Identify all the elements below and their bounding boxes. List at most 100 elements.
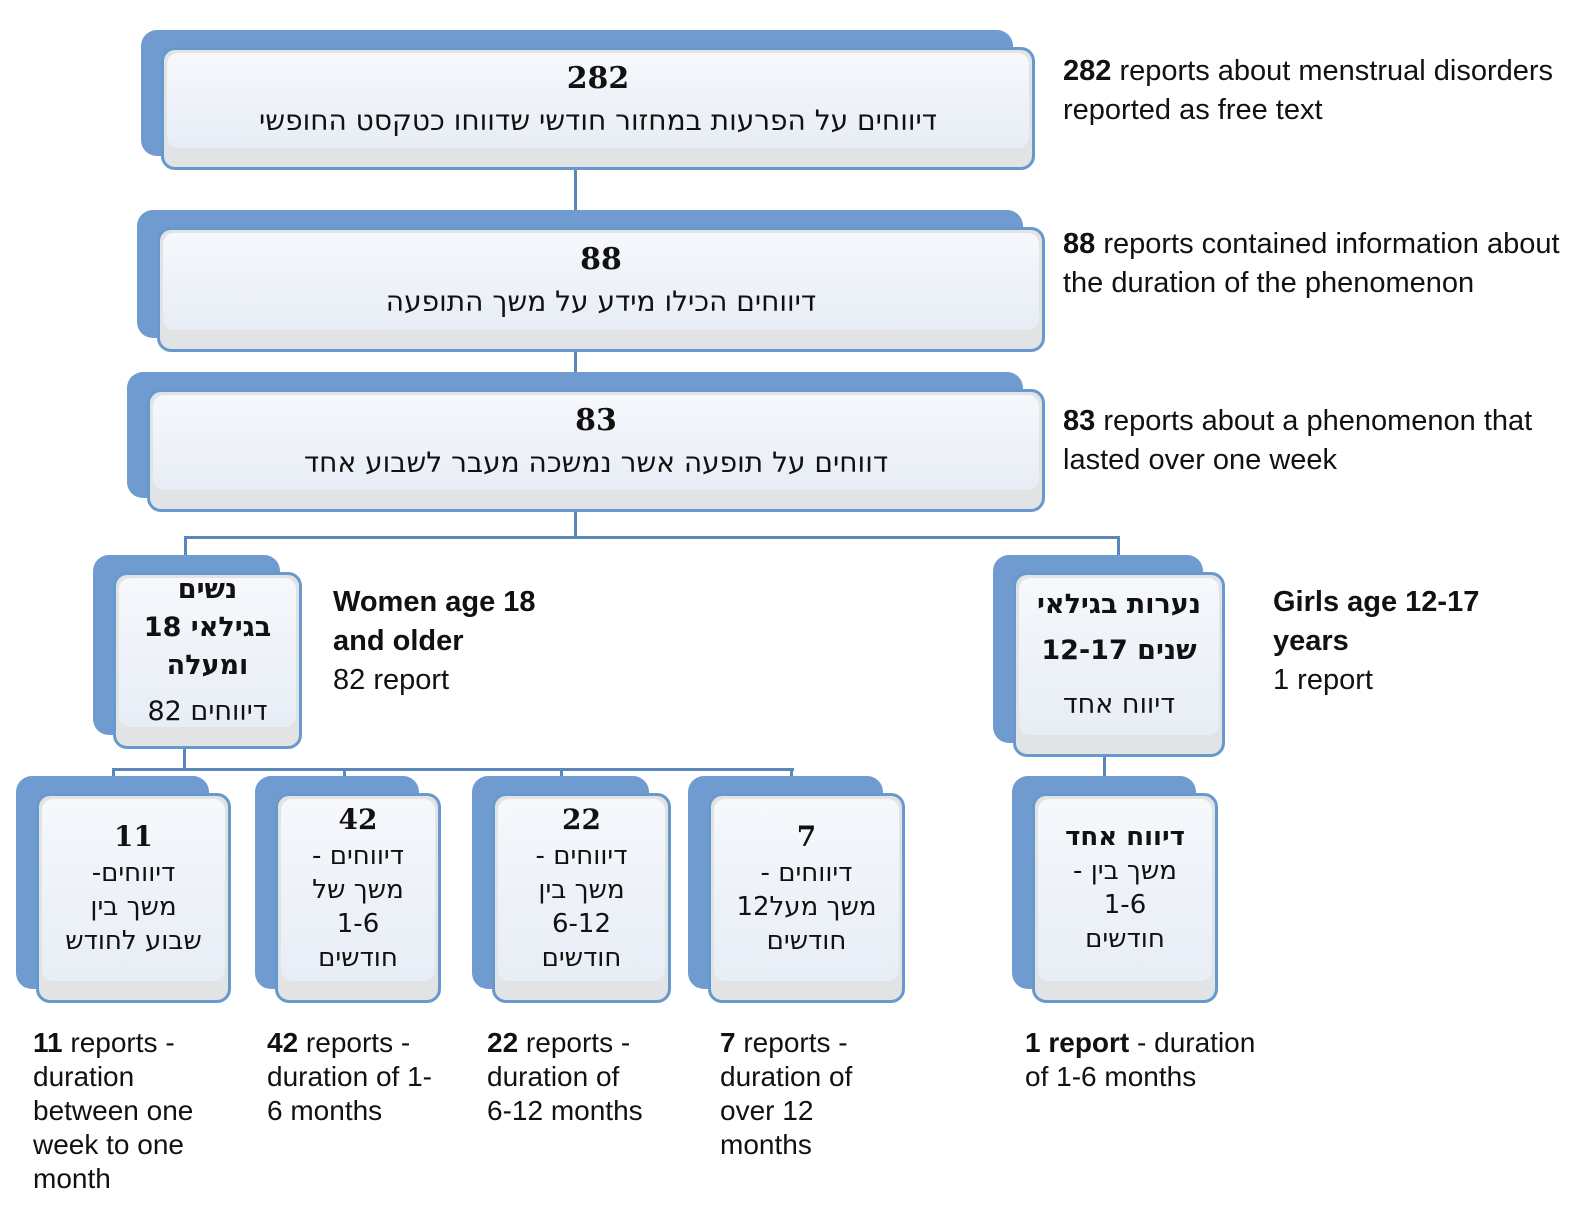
node-face — [36, 793, 231, 1003]
node-inner-panel — [281, 799, 435, 981]
connector-branch-horizontal — [184, 536, 1120, 539]
label-11-number: 11 — [33, 1027, 63, 1058]
node-line: 282 — [566, 60, 630, 96]
node-line: משך של — [312, 875, 404, 905]
annotation-282: 282 reports about menstrual disorders re… — [1063, 52, 1563, 130]
label-1-report: 1 report - duration of 1-6 months — [1025, 1026, 1260, 1094]
node-7-reports: 7 דיווחים - משך מעל12 חודשים — [688, 776, 905, 1003]
connector-282-88 — [574, 166, 577, 214]
node-line: 12-17 שנים — [1041, 634, 1197, 666]
node-line: דיווחים על הפרעות במחזור חודשי שדווחו כט… — [258, 103, 937, 137]
label-7-text: reports - duration of over 12 months — [720, 1027, 853, 1160]
annotation-girls-count: 1 report — [1273, 664, 1373, 696]
node-face — [147, 389, 1045, 512]
node-line: 6-12 — [551, 909, 611, 939]
node-line: דיווחים הכילו מידע על משך התופעה — [385, 284, 817, 318]
node-line: 88 — [580, 241, 622, 277]
node-line: דיווח אחד — [1065, 822, 1185, 852]
node-42-reports: 42 דיווחים - משך של 1-6 חודשים — [255, 776, 441, 1003]
node-line: 1-6 — [1103, 890, 1147, 920]
connector-83-branch — [574, 508, 577, 539]
annotation-282-number: 282 — [1063, 55, 1112, 87]
label-1-number: 1 report — [1025, 1027, 1130, 1058]
connector-girls-down — [1103, 751, 1106, 789]
node-inner-panel — [714, 799, 899, 981]
node-line: דיווחים - — [535, 841, 628, 871]
node-line: חודשים — [1085, 924, 1165, 954]
annotation-women: Women age 18 and older 82 report — [333, 583, 573, 700]
label-11-text: reports - duration between one week to o… — [33, 1027, 194, 1194]
node-inner-panel — [1019, 578, 1219, 735]
node-face — [1013, 572, 1225, 757]
node-face — [275, 793, 441, 1003]
node-11-reports: 11 דיווחים- משך בין שבוע לחודש — [16, 776, 231, 1003]
node-inner-panel — [119, 578, 296, 727]
node-line: משך בין — [538, 875, 625, 905]
node-face — [161, 47, 1035, 170]
node-women-18-plus: נשים בגילאי 18 ומעלה 82 דיווחים — [93, 555, 302, 749]
connector-bottom-horizontal — [112, 768, 794, 771]
node-women-text: נשים בגילאי 18 ומעלה 82 דיווחים — [113, 572, 302, 729]
node-line: משך בין — [90, 892, 177, 922]
node-83-reports: 83 דווחים על תופעה אשר נמשכה מעבר לשבוע א… — [127, 372, 1045, 512]
node-face — [157, 227, 1045, 352]
label-11-reports: 11 reports - duration between one week t… — [33, 1026, 213, 1196]
node-line: דיווחים - — [760, 858, 853, 888]
node-line: בגילאי 18 — [143, 611, 272, 643]
annotation-girls-title: Girls age 12-17 years — [1273, 586, 1480, 657]
label-1-text: - duration of 1-6 months — [1025, 1027, 1256, 1092]
node-88-reports: 88 דיווחים הכילו מידע על משך התופעה — [137, 210, 1045, 352]
node-line: 7 — [796, 820, 817, 853]
node-1-text: דיווח אחד - משך בין 1-6 חודשים — [1032, 793, 1218, 983]
node-inner-panel — [153, 395, 1039, 490]
node-line: משך מעל12 — [736, 892, 877, 922]
label-22-number: 22 — [487, 1027, 519, 1058]
node-22-reports: 22 דיווחים - משך בין 6-12 חודשים — [472, 776, 671, 1003]
node-line: 83 — [575, 402, 617, 438]
node-line: נערות בגילאי — [1036, 588, 1201, 620]
connector-88-83 — [574, 348, 577, 376]
node-11-text: 11 דיווחים- משך בין שבוע לחודש — [36, 793, 231, 983]
node-girls-12-17: נערות בגילאי 12-17 שנים דיווח אחד — [993, 555, 1225, 757]
node-line: חודשים — [541, 943, 622, 973]
node-42-text: 42 דיווחים - משך של 1-6 חודשים — [275, 793, 441, 983]
node-inner-panel — [42, 799, 225, 981]
node-face — [1032, 793, 1218, 1003]
node-22-text: 22 דיווחים - משך בין 6-12 חודשים — [492, 793, 671, 983]
node-girls-text: נערות בגילאי 12-17 שנים דיווח אחד — [1013, 572, 1225, 737]
node-88-text: 88 דיווחים הכילו מידע על משך התופעה — [157, 227, 1045, 332]
node-282-reports: 282 דיווחים על הפרעות במחזור חודשי שדווחו… — [141, 30, 1035, 170]
annotation-282-text: reports about menstrual disorders report… — [1063, 55, 1554, 126]
node-line: ומעלה — [166, 649, 249, 681]
node-line: שבוע לחודש — [65, 926, 202, 956]
node-line: דיווח אחד — [1062, 688, 1176, 720]
label-22-reports: 22 reports - duration of 6-12 months — [487, 1026, 645, 1128]
node-line: נשים — [177, 573, 238, 605]
label-42-number: 42 — [267, 1027, 299, 1058]
node-line: 82 דיווחים — [147, 695, 268, 727]
label-22-text: reports - duration of 6-12 months — [487, 1027, 643, 1126]
label-42-text: reports - duration of 1-6 months — [267, 1027, 432, 1126]
annotation-83-number: 83 — [1063, 405, 1096, 437]
node-line: דיווחים - — [312, 841, 404, 871]
label-7-reports: 7 reports - duration of over 12 months — [720, 1026, 875, 1162]
node-inner-panel — [498, 799, 665, 981]
node-face — [113, 572, 302, 749]
node-line: דווחים על תופעה אשר נמשכה מעבר לשבוע אחד — [303, 445, 889, 479]
annotation-83-text: reports about a phenomenon that lasted o… — [1063, 405, 1533, 476]
node-line: 42 — [338, 803, 378, 836]
node-face — [492, 793, 671, 1003]
node-line: דיווחים- — [91, 858, 176, 888]
node-7-text: 7 דיווחים - משך מעל12 חודשים — [708, 793, 905, 983]
node-line: 22 — [562, 803, 601, 836]
annotation-88-text: reports contained information about the … — [1063, 228, 1560, 299]
connector-branch-left — [184, 536, 187, 562]
annotation-88: 88 reports contained information about t… — [1063, 225, 1568, 303]
node-83-text: 83 דווחים על תופעה אשר נמשכה מעבר לשבוע א… — [147, 389, 1045, 492]
connector-women-down — [183, 745, 186, 771]
annotation-women-title: Women age 18 and older — [333, 586, 536, 657]
connector-branch-right — [1117, 536, 1120, 562]
label-42-reports: 42 reports - duration of 1-6 months — [267, 1026, 437, 1128]
node-face — [708, 793, 905, 1003]
